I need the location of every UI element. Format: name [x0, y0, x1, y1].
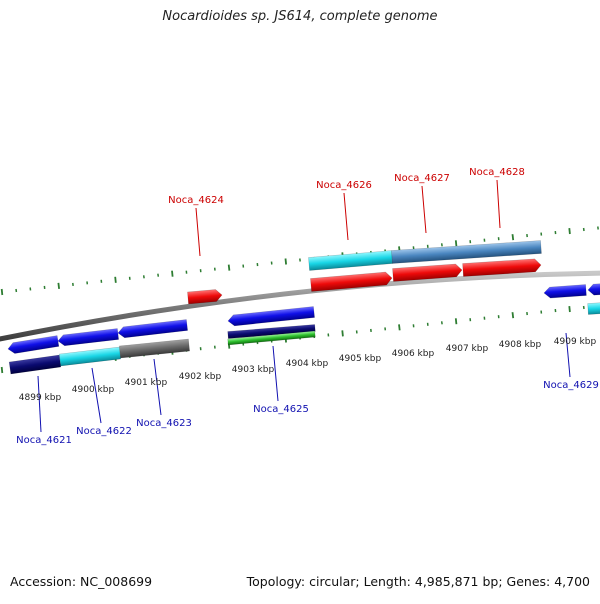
- feature-track: [7, 241, 600, 374]
- outer-tick: [569, 228, 570, 234]
- inner-tick: [513, 312, 514, 318]
- ruler-labels: 4899 kbp 4900 kbp 4901 kbp 4902 kbp 4903 kbp…: [19, 337, 597, 403]
- gene-label-noca-4626: Noca_4626: [316, 180, 372, 191]
- leader-line-noca-4624: [196, 208, 200, 256]
- leader-line-noca-4622: [92, 368, 101, 423]
- gene-label-noca-4628: Noca_4628: [469, 167, 525, 178]
- genome-summary-text: Topology: circular; Length: 4,985,871 bp…: [247, 574, 590, 589]
- gene-label-noca-4627: Noca_4627: [394, 173, 450, 184]
- outer-tick: [2, 289, 3, 295]
- ruler-label: 4906 kbp: [392, 349, 435, 359]
- inner-tick: [2, 367, 3, 373]
- ruler-label: 4907 kbp: [446, 344, 489, 354]
- outer-tick: [229, 265, 230, 271]
- cog-track-noca-4629: [588, 303, 600, 315]
- gene-arrow-next: [588, 284, 600, 296]
- outer-tick: [115, 277, 116, 283]
- label-leader-lines: [38, 180, 570, 432]
- ruler-label: 4908 kbp: [499, 340, 542, 350]
- leader-line-noca-4628: [497, 180, 500, 228]
- ruler-label: 4901 kbp: [125, 378, 168, 388]
- inner-tick: [342, 330, 343, 336]
- ruler-label: 4904 kbp: [286, 359, 329, 369]
- outer-tick: [456, 240, 457, 246]
- cog-track-noca-4621: [9, 355, 61, 374]
- gene-arrow-noca-4623: [117, 320, 187, 339]
- ruler-label: 4909 kbp: [554, 337, 597, 347]
- outer-tick: [513, 234, 514, 240]
- inner-tick: [569, 306, 570, 312]
- gene-label-noca-4623: Noca_4623: [136, 418, 192, 429]
- inner-tick: [399, 324, 400, 330]
- cog-track-noca-4626: [308, 251, 392, 271]
- leader-line-noca-4626: [344, 193, 348, 240]
- ruler-label: 4905 kbp: [339, 354, 382, 364]
- ruler-label: 4902 kbp: [179, 372, 222, 382]
- outer-tick: [286, 259, 287, 265]
- gene-label-noca-4625: Noca_4625: [253, 404, 309, 415]
- inner-tick: [456, 318, 457, 324]
- gene-label-noca-4624: Noca_4624: [168, 195, 224, 206]
- gene-label-noca-4629: Noca_4629: [543, 380, 599, 391]
- ruler-label: 4903 kbp: [232, 365, 275, 375]
- ruler-label: 4899 kbp: [19, 393, 62, 403]
- gene-arrow-noca-4625: [227, 307, 314, 327]
- outer-tick: [58, 283, 59, 289]
- outer-tick: [172, 271, 173, 277]
- ruler-label: 4900 kbp: [72, 385, 115, 395]
- gene-arrow-noca-4629: [544, 285, 587, 299]
- page-title: Nocardioides sp. JS614, complete genome: [0, 9, 600, 24]
- cog-track-noca-4622: [59, 347, 120, 366]
- gene-label-noca-4621: Noca_4621: [16, 435, 72, 446]
- leader-line-noca-4621: [38, 376, 41, 432]
- leader-line-noca-4627: [422, 186, 426, 233]
- gene-arrow-noca-4622: [57, 329, 118, 347]
- accession-text: Accession: NC_008699: [10, 574, 152, 589]
- gene-labels: Noca_4621 Noca_4622 Noca_4623 Noca_4624 Noca…: [16, 167, 599, 446]
- gene-label-noca-4622: Noca_4622: [76, 426, 132, 437]
- cog-track-noca-4623: [119, 339, 189, 358]
